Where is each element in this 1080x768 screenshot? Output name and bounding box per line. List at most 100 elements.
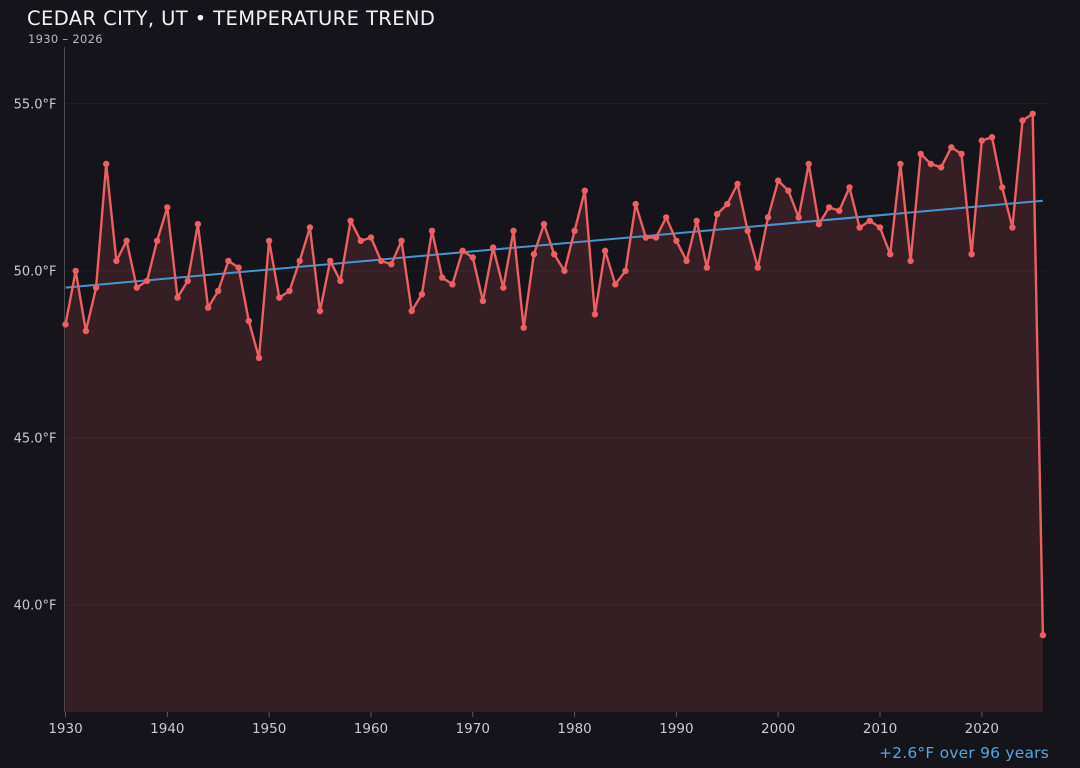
chart-subtitle: 1930 – 2026 [28,32,103,46]
data-point-1997 [744,227,751,234]
data-point-1975 [520,324,527,331]
data-point-1996 [734,180,741,188]
x-tick-label: 1990 [659,721,693,737]
data-point-1973 [500,284,507,291]
data-point-2004 [815,220,823,228]
data-point-1978 [551,251,558,258]
x-tick-label: 2010 [863,721,897,737]
data-point-1964 [408,307,415,315]
data-point-1937 [133,284,140,291]
data-point-1972 [489,244,497,251]
data-point-1989 [663,214,670,221]
y-tick-label: 40.0°F [14,599,57,614]
data-point-1958 [347,217,354,224]
data-point-2016 [937,164,945,171]
data-point-1986 [632,200,639,208]
data-point-1970 [469,254,476,261]
data-point-2008 [856,224,863,231]
data-point-2021 [988,134,996,141]
data-point-1971 [479,297,487,305]
data-point-1960 [367,234,375,241]
data-point-2003 [805,160,812,168]
data-point-1982 [591,311,599,318]
data-point-1938 [143,277,151,285]
y-tick-label: 45.0°F [14,432,57,447]
data-point-1990 [673,237,680,244]
x-tick-label: 2000 [761,721,795,737]
x-tick-label: 1960 [354,721,388,737]
trend-summary-badge: +2.6°F over 96 years [878,744,1049,762]
data-point-1980 [571,227,578,234]
data-point-1995 [724,200,731,208]
data-point-2012 [897,160,904,168]
data-point-2025 [1029,110,1036,118]
data-point-2005 [825,204,833,211]
data-point-2001 [785,187,792,194]
data-point-1976 [530,251,538,258]
data-point-1991 [683,257,690,265]
data-point-1965 [418,291,426,298]
data-point-1957 [337,277,344,285]
data-point-1961 [377,257,385,265]
temperature-area [65,113,1043,713]
data-point-1998 [754,264,761,271]
data-point-2024 [1019,117,1026,124]
data-point-2020 [978,137,985,144]
data-point-1930 [62,321,69,328]
data-point-1932 [82,327,90,335]
data-point-1948 [245,317,252,325]
data-point-1952 [286,287,293,295]
data-point-1985 [622,267,629,275]
data-point-1953 [296,257,303,265]
data-point-1949 [255,354,263,361]
x-tick-label: 2020 [965,721,999,737]
data-point-2026 [1039,631,1047,639]
data-point-2009 [866,217,873,224]
data-point-1954 [306,224,314,231]
data-point-1977 [540,220,548,228]
data-point-1962 [388,261,395,268]
data-point-1981 [581,187,588,194]
data-point-2015 [927,160,935,168]
y-tick-label: 55.0°F [14,97,57,112]
y-tick-label: 50.0°F [14,264,57,279]
x-tick-label: 1930 [48,721,82,737]
data-point-1979 [561,267,568,275]
data-point-1959 [357,237,364,244]
data-point-1944 [204,304,212,311]
data-point-2006 [836,207,843,214]
data-point-1941 [174,294,181,301]
data-point-1931 [72,267,79,275]
data-point-1946 [225,257,232,265]
data-point-1984 [612,281,619,288]
data-point-1940 [164,204,171,211]
data-point-2011 [887,251,894,258]
data-point-2000 [775,177,782,184]
data-point-1942 [184,277,191,285]
page-title: CEDAR CITY, UT • TEMPERATURE TREND [27,7,436,30]
x-tick-label: 1950 [252,721,286,737]
data-point-2019 [968,251,975,258]
data-point-1936 [123,237,130,244]
data-point-1983 [601,247,609,254]
data-point-1950 [265,237,273,244]
x-tick-label: 1940 [150,721,184,737]
x-tick-label: 1970 [456,721,490,737]
data-point-1974 [510,227,517,234]
data-point-1947 [235,264,242,271]
data-point-1968 [449,281,456,288]
data-point-1955 [316,307,324,315]
data-point-1943 [194,220,202,228]
data-point-1935 [113,257,120,265]
data-point-1933 [92,284,100,291]
data-point-1987 [642,234,649,241]
data-point-1994 [713,210,721,218]
data-point-2007 [846,184,853,191]
data-point-1992 [693,217,700,224]
data-point-2017 [948,144,955,151]
data-point-2018 [958,150,965,158]
x-tick-label: 1980 [557,721,591,737]
data-point-1993 [703,264,711,271]
